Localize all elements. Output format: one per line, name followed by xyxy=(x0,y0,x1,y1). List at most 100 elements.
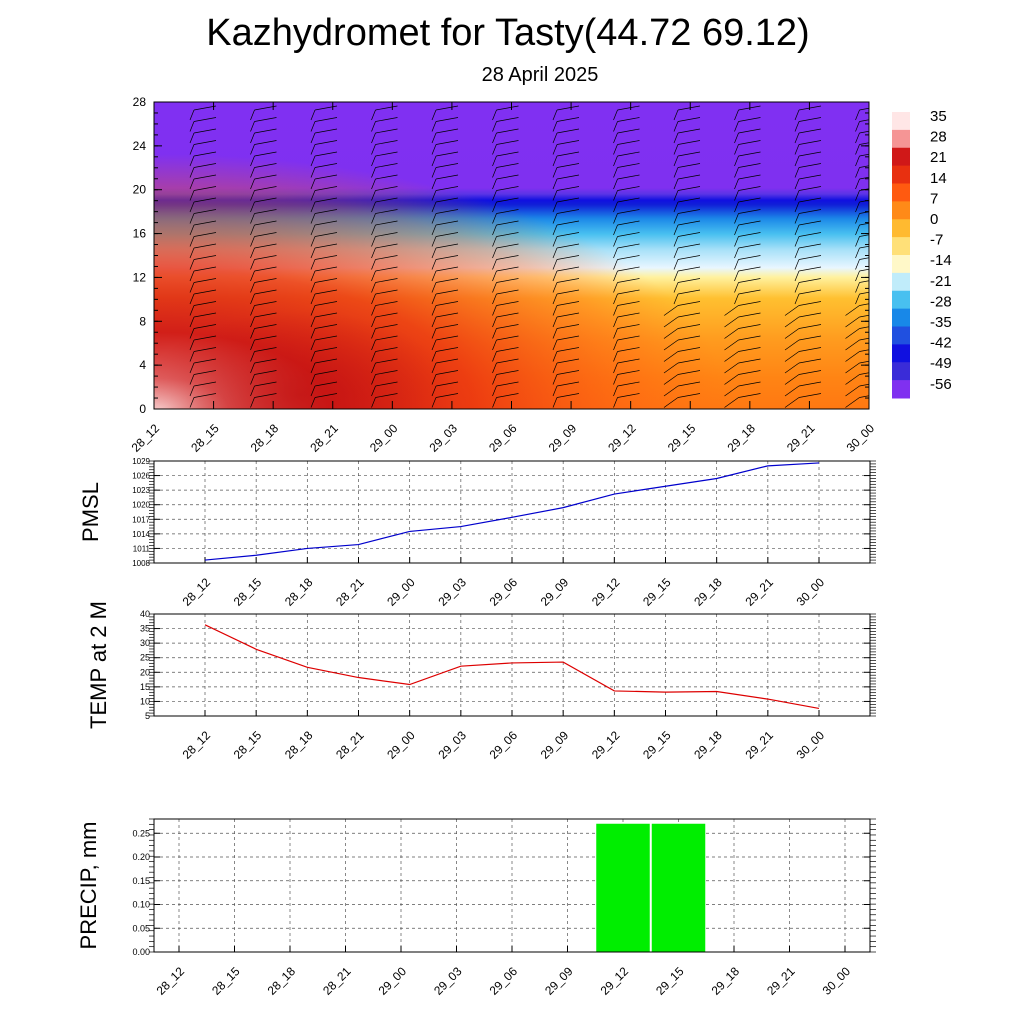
wind-barb-staff xyxy=(250,144,255,155)
wind-barb-staff xyxy=(734,144,739,155)
wind-barb-flag xyxy=(738,266,761,272)
wind-barb-staff xyxy=(552,109,558,121)
y-tick-label: 25 xyxy=(140,653,150,663)
wind-barb-flag xyxy=(677,335,701,341)
wind-barb-staff xyxy=(916,179,920,189)
wind-barb-flag xyxy=(375,255,398,260)
heatmap-y-tick-label: 4 xyxy=(139,358,146,372)
wind-barb-staff xyxy=(977,260,981,270)
wind-barb-flag xyxy=(981,256,1003,260)
wind-barb-flag xyxy=(193,370,217,375)
wind-barb-flag xyxy=(314,266,338,272)
wind-barb-staff xyxy=(784,385,800,397)
wind-barb-staff xyxy=(189,328,195,339)
wind-barb-flag xyxy=(981,382,1003,386)
y-tick-label: 30 xyxy=(140,638,150,648)
wind-barb-staff xyxy=(855,282,860,293)
wind-barb-staff xyxy=(431,236,437,247)
wind-barb-flag xyxy=(375,186,398,191)
wind-barb-staff xyxy=(492,144,497,155)
wind-barb-staff xyxy=(724,305,739,316)
wind-barb-flag xyxy=(556,243,580,249)
wind-barb-flag xyxy=(435,128,459,134)
chart-subtitle: 28 April 2025 xyxy=(481,64,599,86)
wind-barb-flag xyxy=(314,151,338,157)
wind-barb-staff xyxy=(492,282,497,293)
wind-barb-flag xyxy=(556,174,580,180)
wind-barb-staff xyxy=(310,339,316,351)
y-tick-label: 0.05 xyxy=(132,923,150,933)
wind-barb-staff xyxy=(977,122,981,132)
colorbar-segment xyxy=(892,201,910,220)
y-tick-label: 40 xyxy=(140,609,150,619)
wind-barb-flag xyxy=(677,128,701,134)
wind-barb-flag xyxy=(435,140,459,145)
wind-barb-staff xyxy=(189,385,195,397)
wind-barb-staff xyxy=(673,144,679,155)
wind-barb-flag xyxy=(254,243,277,249)
wind-barb-flag xyxy=(677,243,701,249)
wind-barb-staff xyxy=(977,271,981,281)
wind-barb-staff xyxy=(552,201,558,213)
wind-barb-flag xyxy=(859,372,869,375)
wind-barb-flag xyxy=(496,151,519,157)
wind-barb-flag xyxy=(254,255,277,260)
wind-barb-staff xyxy=(613,247,618,259)
wind-barb-staff xyxy=(845,374,860,385)
wind-barb-staff xyxy=(663,328,679,339)
wind-barb-staff xyxy=(794,236,800,247)
colorbar-label: -49 xyxy=(930,355,952,372)
colorbar-segment xyxy=(892,129,910,149)
heatmap-y-tick-label: 20 xyxy=(133,183,147,197)
wind-barb-flag xyxy=(435,312,459,318)
wind-barb-flag xyxy=(798,186,822,191)
heatmap-x-tick-label: 29_06 xyxy=(486,421,520,455)
wind-barb-staff xyxy=(794,121,800,132)
wind-barb-staff xyxy=(967,363,981,373)
wind-barb-flag xyxy=(193,278,217,283)
wind-barb-staff xyxy=(492,397,497,408)
wind-barb-staff xyxy=(724,339,739,351)
wind-barb-flag xyxy=(798,358,822,364)
wind-barb-flag xyxy=(859,165,869,168)
wind-barb-flag xyxy=(556,324,580,329)
wind-barb-flag xyxy=(496,289,519,295)
wind-barb-flag xyxy=(254,278,277,283)
wind-barb-flag xyxy=(254,117,277,122)
wind-barb-flag xyxy=(677,117,701,122)
wind-barb-flag xyxy=(798,278,822,283)
wind-barb-staff xyxy=(189,178,195,190)
wind-barb-flag xyxy=(314,174,338,180)
wind-barb-staff xyxy=(552,236,558,247)
series-line xyxy=(204,462,820,561)
wind-barb-flag xyxy=(617,209,640,214)
wind-barb-flag xyxy=(859,268,869,272)
heatmap-y-axis: 0 4 8 12 16 20 24 28 xyxy=(133,95,869,416)
wind-barb-staff xyxy=(673,293,679,305)
precip-bar xyxy=(651,823,706,952)
wind-barb-staff xyxy=(977,133,981,143)
wind-barb-staff xyxy=(492,109,497,121)
wind-barb-staff xyxy=(371,328,376,339)
wind-barb-flag xyxy=(617,232,640,237)
wind-barb-flag xyxy=(859,395,869,398)
wind-barb-flag xyxy=(798,335,822,341)
wind-barb-flag xyxy=(496,255,519,260)
wind-barb-flag xyxy=(859,234,869,237)
x-tick-label: 29_00 xyxy=(384,575,418,609)
x-tick-label: 29_06 xyxy=(487,575,521,609)
wind-barb-staff xyxy=(916,168,920,178)
cross-section-panel: 0 4 8 12 16 20 24 28 28_12 28_15 28_18 28_21 29_00 2… xyxy=(129,95,1003,455)
wind-barb-staff xyxy=(613,167,618,178)
wind-barb-staff xyxy=(673,109,679,121)
wind-barb-flag xyxy=(435,105,459,111)
wind-barb-flag xyxy=(375,117,398,122)
wind-barb-staff xyxy=(916,122,920,132)
wind-barb-flag xyxy=(798,128,822,134)
wind-barb-flag xyxy=(738,278,761,283)
y-tick-label: 0.10 xyxy=(132,900,150,910)
wind-barb-staff xyxy=(189,213,195,224)
wind-barb-flag xyxy=(738,243,761,249)
wind-barb-flag xyxy=(738,358,761,364)
x-tick-label: 28_12 xyxy=(180,728,214,762)
